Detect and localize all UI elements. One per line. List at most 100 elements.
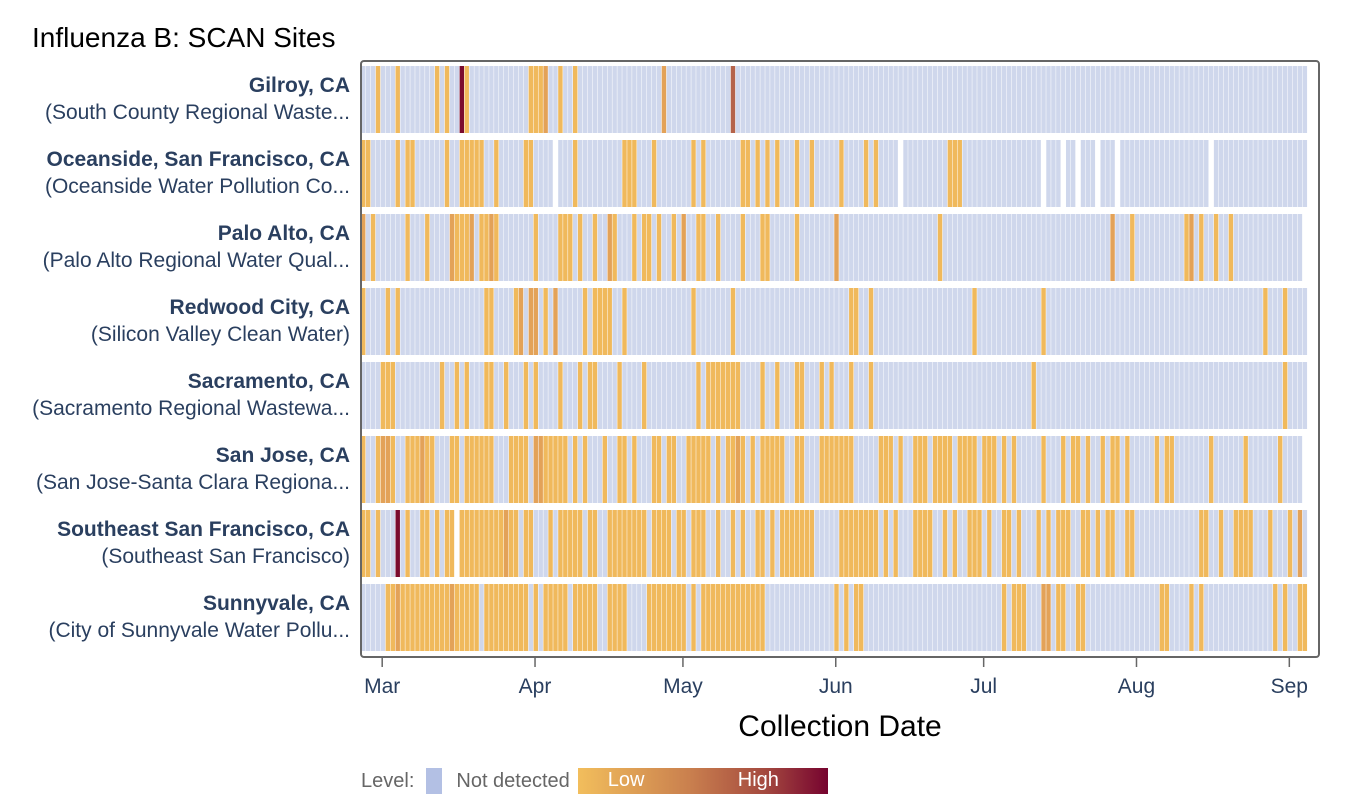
heatmap-cell-detected[interactable] <box>834 214 839 281</box>
heatmap-cell-detected[interactable] <box>730 436 736 503</box>
heatmap-cell-not-detected[interactable] <box>1223 140 1229 207</box>
heatmap-cell-not-detected[interactable] <box>1051 140 1056 207</box>
heatmap-cell-detected[interactable] <box>395 288 400 355</box>
heatmap-cell-detected[interactable] <box>898 436 903 503</box>
heatmap-cell-not-detected[interactable] <box>508 140 514 207</box>
heatmap-cell-detected[interactable] <box>523 362 529 429</box>
heatmap-cell-not-detected[interactable] <box>927 436 933 503</box>
heatmap-cell-not-detected[interactable] <box>1041 214 1046 281</box>
heatmap-cell-not-detected[interactable] <box>898 362 903 429</box>
heatmap-cell-not-detected[interactable] <box>932 214 938 281</box>
heatmap-cell-detected[interactable] <box>844 436 849 503</box>
heatmap-cell-not-detected[interactable] <box>903 436 908 503</box>
heatmap-cell-detected[interactable] <box>883 436 889 503</box>
heatmap-cell-detected[interactable] <box>1125 436 1130 503</box>
heatmap-cell-detected[interactable] <box>1218 510 1224 577</box>
heatmap-cell-not-detected[interactable] <box>858 362 864 429</box>
heatmap-cell-detected[interactable] <box>543 66 548 133</box>
heatmap-cell-not-detected[interactable] <box>686 362 691 429</box>
heatmap-cell-not-detected[interactable] <box>883 140 889 207</box>
heatmap-cell-not-detected[interactable] <box>1070 214 1076 281</box>
heatmap-cell-not-detected[interactable] <box>962 66 967 133</box>
heatmap-cell-not-detected[interactable] <box>735 510 741 577</box>
heatmap-cell-detected[interactable] <box>1016 510 1022 577</box>
heatmap-cell-detected[interactable] <box>380 362 386 429</box>
heatmap-cell-not-detected[interactable] <box>1011 66 1017 133</box>
heatmap-cell-not-detected[interactable] <box>947 288 953 355</box>
heatmap-cell-detected[interactable] <box>1046 510 1051 577</box>
heatmap-cell-not-detected[interactable] <box>873 362 879 429</box>
heatmap-cell-not-detected[interactable] <box>908 362 913 429</box>
heatmap-cell-not-detected[interactable] <box>770 362 775 429</box>
heatmap-cell-detected[interactable] <box>553 584 558 651</box>
heatmap-cell-detected[interactable] <box>622 436 627 503</box>
heatmap-cell-not-detected[interactable] <box>804 140 810 207</box>
heatmap-cell-not-detected[interactable] <box>1174 436 1179 503</box>
heatmap-cell-detected[interactable] <box>868 288 874 355</box>
heatmap-cell-not-detected[interactable] <box>1110 140 1115 207</box>
heatmap-cell-not-detected[interactable] <box>1026 510 1031 577</box>
heatmap-cell-detected[interactable] <box>627 510 632 577</box>
heatmap-cell-not-detected[interactable] <box>499 66 504 133</box>
heatmap-cell-not-detected[interactable] <box>942 140 948 207</box>
heatmap-cell-detected[interactable] <box>390 362 396 429</box>
heatmap-cell-not-detected[interactable] <box>770 288 775 355</box>
heatmap-cell-not-detected[interactable] <box>1184 288 1189 355</box>
heatmap-cell-detected[interactable] <box>617 584 622 651</box>
heatmap-cell-not-detected[interactable] <box>430 510 435 577</box>
heatmap-cell-not-detected[interactable] <box>1051 288 1056 355</box>
heatmap-cell-detected[interactable] <box>844 584 849 651</box>
heatmap-cell-not-detected[interactable] <box>1130 66 1135 133</box>
heatmap-cell-not-detected[interactable] <box>863 66 869 133</box>
heatmap-cell-detected[interactable] <box>572 584 578 651</box>
heatmap-cell-detected[interactable] <box>1085 436 1091 503</box>
heatmap-cell-not-detected[interactable] <box>528 584 534 651</box>
heatmap-cell-detected[interactable] <box>365 510 371 577</box>
heatmap-cell-not-detected[interactable] <box>957 510 962 577</box>
heatmap-cell-not-detected[interactable] <box>1031 140 1036 207</box>
heatmap-cell-not-detected[interactable] <box>987 214 992 281</box>
heatmap-cell-detected[interactable] <box>558 214 563 281</box>
heatmap-cell-not-detected[interactable] <box>1208 288 1214 355</box>
heatmap-cell-not-detected[interactable] <box>711 436 716 503</box>
heatmap-cell-detected[interactable] <box>775 436 780 503</box>
heatmap-cell-not-detected[interactable] <box>1179 584 1184 651</box>
heatmap-cell-not-detected[interactable] <box>1105 140 1110 207</box>
heatmap-cell-detected[interactable] <box>1075 436 1081 503</box>
heatmap-cell-detected[interactable] <box>1238 510 1243 577</box>
heatmap-cell-not-detected[interactable] <box>1144 66 1150 133</box>
heatmap-cell-detected[interactable] <box>632 214 637 281</box>
heatmap-cell-not-detected[interactable] <box>1297 362 1303 429</box>
heatmap-cell-not-detected[interactable] <box>1213 436 1219 503</box>
heatmap-cell-not-detected[interactable] <box>513 140 519 207</box>
heatmap-cell-not-detected[interactable] <box>1238 288 1243 355</box>
heatmap-cell-not-detected[interactable] <box>1184 66 1189 133</box>
heatmap-cell-detected[interactable] <box>449 214 455 281</box>
heatmap-cell-detected[interactable] <box>464 66 469 133</box>
heatmap-cell-not-detected[interactable] <box>1046 362 1051 429</box>
heatmap-cell-not-detected[interactable] <box>1292 436 1298 503</box>
heatmap-cell-not-detected[interactable] <box>908 66 913 133</box>
heatmap-cell-not-detected[interactable] <box>1273 436 1278 503</box>
heatmap-cell-not-detected[interactable] <box>1273 214 1278 281</box>
heatmap-cell-detected[interactable] <box>681 214 686 281</box>
heatmap-cell-detected[interactable] <box>439 584 445 651</box>
heatmap-cell-not-detected[interactable] <box>395 436 400 503</box>
heatmap-cell-not-detected[interactable] <box>908 288 913 355</box>
heatmap-cell-not-detected[interactable] <box>1149 436 1155 503</box>
heatmap-cell-not-detected[interactable] <box>755 214 760 281</box>
heatmap-cell-not-detected[interactable] <box>715 288 721 355</box>
heatmap-cell-not-detected[interactable] <box>819 140 824 207</box>
heatmap-cell-detected[interactable] <box>1001 584 1007 651</box>
heatmap-cell-detected[interactable] <box>1100 436 1105 503</box>
heatmap-cell-not-detected[interactable] <box>370 288 376 355</box>
heatmap-cell-not-detected[interactable] <box>479 584 484 651</box>
heatmap-cell-detected[interactable] <box>380 436 386 503</box>
heatmap-cell-not-detected[interactable] <box>375 362 381 429</box>
heatmap-cell-not-detected[interactable] <box>548 362 553 429</box>
heatmap-cell-not-detected[interactable] <box>582 510 588 577</box>
heatmap-cell-not-detected[interactable] <box>430 140 435 207</box>
heatmap-cell-not-detected[interactable] <box>617 288 622 355</box>
heatmap-cell-not-detected[interactable] <box>597 214 603 281</box>
heatmap-cell-not-detected[interactable] <box>913 140 918 207</box>
